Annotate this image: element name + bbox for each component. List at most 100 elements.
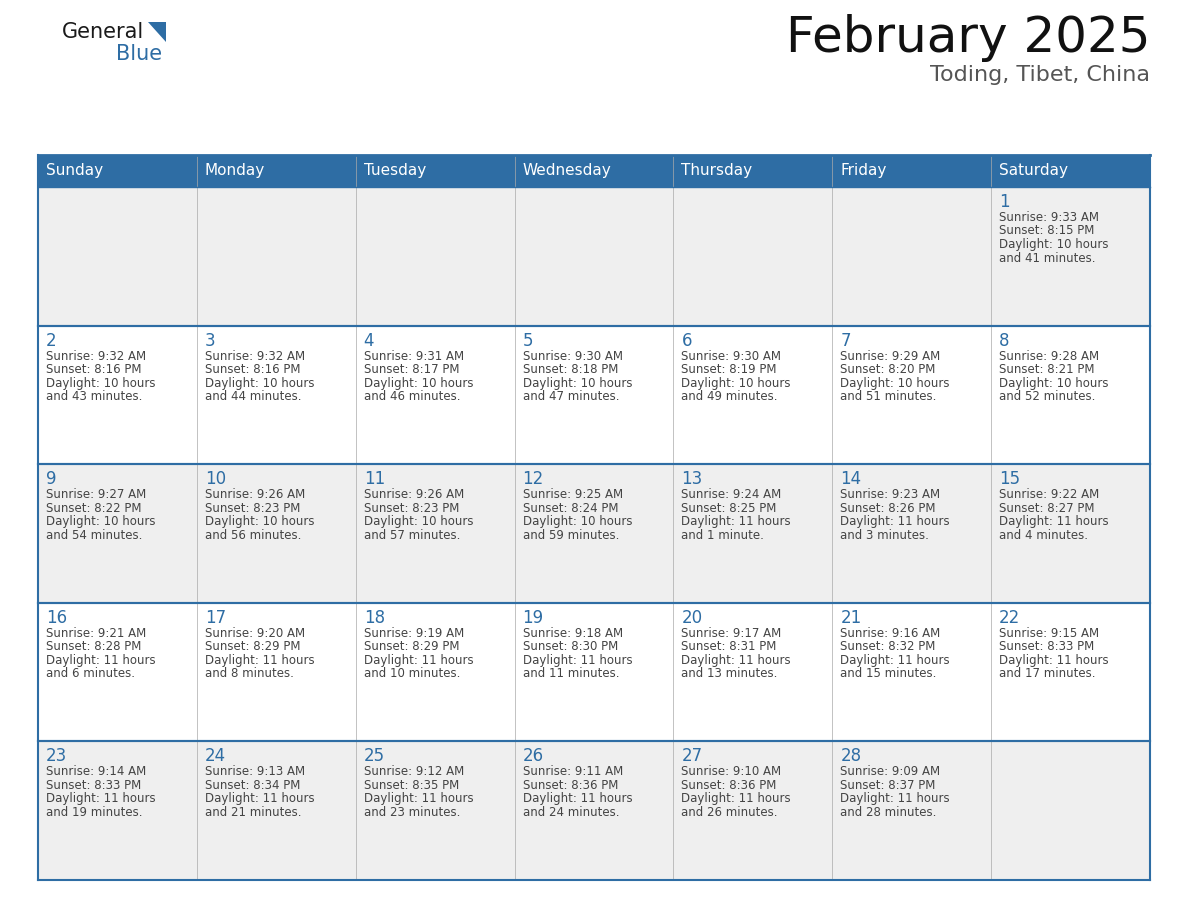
Bar: [355, 155, 514, 187]
Bar: [38, 465, 197, 603]
Text: Toding, Tibet, China: Toding, Tibet, China: [930, 65, 1150, 85]
Bar: [355, 603, 514, 742]
Text: Daylight: 11 hours: Daylight: 11 hours: [46, 654, 156, 666]
Text: Sunrise: 9:09 AM: Sunrise: 9:09 AM: [840, 766, 941, 778]
Text: Daylight: 10 hours: Daylight: 10 hours: [364, 515, 473, 528]
Text: and 26 minutes.: and 26 minutes.: [682, 806, 778, 819]
Text: Sunrise: 9:21 AM: Sunrise: 9:21 AM: [46, 627, 146, 640]
Text: Sunrise: 9:16 AM: Sunrise: 9:16 AM: [840, 627, 941, 640]
Bar: [991, 155, 1150, 187]
Bar: [355, 465, 514, 603]
Text: and 57 minutes.: and 57 minutes.: [364, 529, 460, 542]
Bar: [197, 465, 355, 603]
Text: Sunrise: 9:11 AM: Sunrise: 9:11 AM: [523, 766, 623, 778]
Text: 22: 22: [999, 609, 1020, 627]
Text: Sunset: 8:30 PM: Sunset: 8:30 PM: [523, 640, 618, 654]
Text: Wednesday: Wednesday: [523, 163, 612, 178]
Text: Sunset: 8:25 PM: Sunset: 8:25 PM: [682, 502, 777, 515]
Bar: [38, 603, 197, 742]
Text: 9: 9: [46, 470, 57, 488]
Text: Sunrise: 9:31 AM: Sunrise: 9:31 AM: [364, 350, 463, 363]
Text: Sunset: 8:15 PM: Sunset: 8:15 PM: [999, 225, 1094, 238]
Bar: [833, 742, 991, 880]
Bar: [674, 155, 833, 187]
Bar: [38, 155, 197, 187]
Text: Sunrise: 9:25 AM: Sunrise: 9:25 AM: [523, 488, 623, 501]
Text: and 19 minutes.: and 19 minutes.: [46, 806, 143, 819]
Bar: [514, 603, 674, 742]
Text: Daylight: 11 hours: Daylight: 11 hours: [682, 515, 791, 528]
Text: Friday: Friday: [840, 163, 886, 178]
Text: Sunrise: 9:10 AM: Sunrise: 9:10 AM: [682, 766, 782, 778]
Text: Daylight: 11 hours: Daylight: 11 hours: [999, 654, 1108, 666]
Bar: [514, 465, 674, 603]
Bar: [833, 155, 991, 187]
Text: 19: 19: [523, 609, 544, 627]
Text: and 17 minutes.: and 17 minutes.: [999, 667, 1095, 680]
Text: Thursday: Thursday: [682, 163, 752, 178]
Text: Sunset: 8:18 PM: Sunset: 8:18 PM: [523, 364, 618, 376]
Text: Sunrise: 9:32 AM: Sunrise: 9:32 AM: [204, 350, 305, 363]
Text: Sunset: 8:21 PM: Sunset: 8:21 PM: [999, 364, 1094, 376]
Bar: [833, 603, 991, 742]
Text: Sunrise: 9:30 AM: Sunrise: 9:30 AM: [523, 350, 623, 363]
Text: Sunset: 8:32 PM: Sunset: 8:32 PM: [840, 640, 936, 654]
Text: Daylight: 11 hours: Daylight: 11 hours: [46, 792, 156, 805]
Text: and 23 minutes.: and 23 minutes.: [364, 806, 460, 819]
Bar: [991, 603, 1150, 742]
Text: Sunset: 8:31 PM: Sunset: 8:31 PM: [682, 640, 777, 654]
Bar: [674, 742, 833, 880]
Text: Sunset: 8:34 PM: Sunset: 8:34 PM: [204, 778, 301, 792]
Text: and 43 minutes.: and 43 minutes.: [46, 390, 143, 403]
Text: Daylight: 11 hours: Daylight: 11 hours: [840, 792, 950, 805]
Text: and 41 minutes.: and 41 minutes.: [999, 252, 1095, 264]
Text: Sunrise: 9:17 AM: Sunrise: 9:17 AM: [682, 627, 782, 640]
Bar: [38, 742, 197, 880]
Text: Monday: Monday: [204, 163, 265, 178]
Bar: [197, 603, 355, 742]
Text: and 4 minutes.: and 4 minutes.: [999, 529, 1088, 542]
Text: General: General: [62, 22, 144, 42]
Text: Sunset: 8:28 PM: Sunset: 8:28 PM: [46, 640, 141, 654]
Text: Daylight: 10 hours: Daylight: 10 hours: [204, 515, 315, 528]
Text: Daylight: 10 hours: Daylight: 10 hours: [46, 515, 156, 528]
Text: February 2025: February 2025: [785, 14, 1150, 62]
Text: Daylight: 11 hours: Daylight: 11 hours: [523, 654, 632, 666]
Text: and 54 minutes.: and 54 minutes.: [46, 529, 143, 542]
Text: Sunset: 8:20 PM: Sunset: 8:20 PM: [840, 364, 936, 376]
Text: 21: 21: [840, 609, 861, 627]
Bar: [197, 155, 355, 187]
Text: Sunset: 8:23 PM: Sunset: 8:23 PM: [204, 502, 301, 515]
Text: Daylight: 11 hours: Daylight: 11 hours: [523, 792, 632, 805]
Text: 4: 4: [364, 331, 374, 350]
Text: Sunrise: 9:32 AM: Sunrise: 9:32 AM: [46, 350, 146, 363]
Text: Sunset: 8:37 PM: Sunset: 8:37 PM: [840, 778, 936, 792]
Text: Sunset: 8:23 PM: Sunset: 8:23 PM: [364, 502, 459, 515]
Text: 6: 6: [682, 331, 691, 350]
Text: 1: 1: [999, 193, 1010, 211]
Bar: [38, 326, 197, 465]
Text: and 11 minutes.: and 11 minutes.: [523, 667, 619, 680]
Text: and 21 minutes.: and 21 minutes.: [204, 806, 302, 819]
Text: 26: 26: [523, 747, 544, 766]
Text: Sunrise: 9:12 AM: Sunrise: 9:12 AM: [364, 766, 465, 778]
Text: 24: 24: [204, 747, 226, 766]
Text: Sunrise: 9:22 AM: Sunrise: 9:22 AM: [999, 488, 1099, 501]
Text: 27: 27: [682, 747, 702, 766]
Text: Sunset: 8:29 PM: Sunset: 8:29 PM: [204, 640, 301, 654]
Text: Sunset: 8:19 PM: Sunset: 8:19 PM: [682, 364, 777, 376]
Text: Daylight: 10 hours: Daylight: 10 hours: [523, 515, 632, 528]
Text: 12: 12: [523, 470, 544, 488]
Bar: [674, 465, 833, 603]
Text: Sunset: 8:22 PM: Sunset: 8:22 PM: [46, 502, 141, 515]
Text: Daylight: 11 hours: Daylight: 11 hours: [682, 792, 791, 805]
Text: and 44 minutes.: and 44 minutes.: [204, 390, 302, 403]
Text: Daylight: 10 hours: Daylight: 10 hours: [523, 376, 632, 389]
Text: Sunrise: 9:18 AM: Sunrise: 9:18 AM: [523, 627, 623, 640]
Text: 5: 5: [523, 331, 533, 350]
Text: Daylight: 11 hours: Daylight: 11 hours: [204, 792, 315, 805]
Polygon shape: [148, 22, 166, 42]
Text: Sunset: 8:17 PM: Sunset: 8:17 PM: [364, 364, 460, 376]
Text: Sunset: 8:36 PM: Sunset: 8:36 PM: [682, 778, 777, 792]
Text: 18: 18: [364, 609, 385, 627]
